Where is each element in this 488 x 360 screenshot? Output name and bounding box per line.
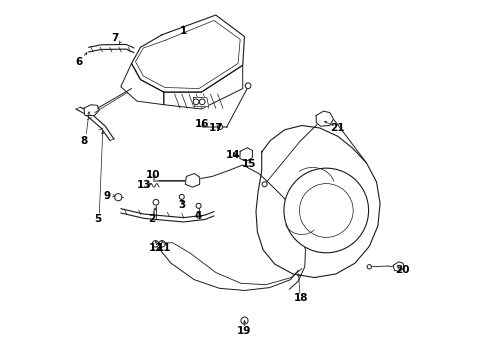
Text: 18: 18 <box>293 293 308 303</box>
Polygon shape <box>185 174 199 187</box>
Polygon shape <box>121 63 163 105</box>
Text: 13: 13 <box>137 180 151 190</box>
Text: 20: 20 <box>394 265 409 275</box>
Circle shape <box>196 203 201 208</box>
Text: 4: 4 <box>194 211 201 221</box>
Text: 17: 17 <box>208 123 223 133</box>
Circle shape <box>152 240 159 247</box>
Circle shape <box>244 83 250 89</box>
Text: 14: 14 <box>225 150 240 160</box>
Circle shape <box>115 194 122 201</box>
Text: 2: 2 <box>147 215 155 224</box>
Polygon shape <box>193 98 208 107</box>
Text: 5: 5 <box>94 215 101 224</box>
Polygon shape <box>392 262 403 271</box>
Text: 11: 11 <box>156 243 171 253</box>
Polygon shape <box>239 148 252 161</box>
Polygon shape <box>316 111 333 126</box>
Text: 12: 12 <box>148 243 163 253</box>
Text: 19: 19 <box>237 326 251 336</box>
Circle shape <box>199 99 204 105</box>
Circle shape <box>159 240 165 247</box>
Polygon shape <box>255 126 379 278</box>
Text: 9: 9 <box>104 191 111 201</box>
Circle shape <box>153 199 159 205</box>
Polygon shape <box>83 105 99 116</box>
Text: 10: 10 <box>145 170 160 180</box>
Text: 7: 7 <box>111 33 119 43</box>
Circle shape <box>299 184 352 237</box>
Text: 6: 6 <box>75 57 82 67</box>
Circle shape <box>179 194 184 199</box>
Text: 8: 8 <box>80 136 87 145</box>
Circle shape <box>193 99 199 105</box>
Text: 3: 3 <box>178 200 185 210</box>
Circle shape <box>241 317 247 324</box>
Circle shape <box>284 168 368 253</box>
Circle shape <box>217 125 222 130</box>
Polygon shape <box>131 15 244 92</box>
Text: 15: 15 <box>241 159 256 169</box>
Text: 1: 1 <box>180 26 187 36</box>
Polygon shape <box>163 65 242 109</box>
Text: 21: 21 <box>330 123 344 133</box>
Circle shape <box>366 265 371 269</box>
Text: 16: 16 <box>195 120 209 129</box>
Circle shape <box>262 182 266 187</box>
